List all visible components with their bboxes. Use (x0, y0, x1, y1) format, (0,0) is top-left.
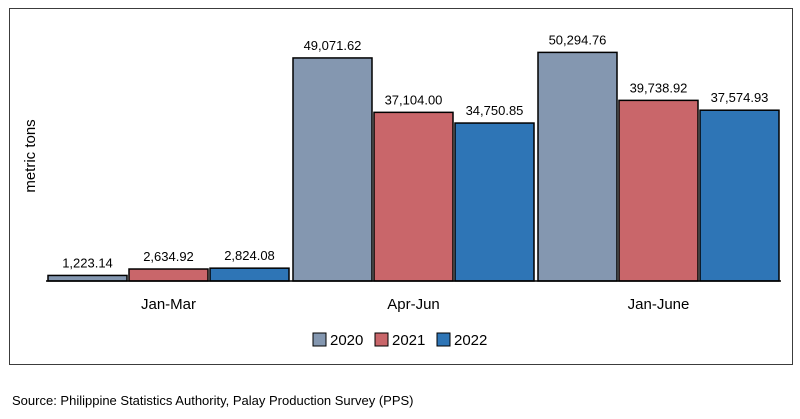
legend-label: 2022 (454, 332, 487, 349)
legend-label: 2020 (330, 332, 363, 349)
data-label: 39,738.92 (630, 80, 688, 95)
data-label: 49,071.62 (304, 38, 362, 53)
chart-frame: 1,223.14 2,634.92 2,824.08 Jan-Mar 49,071.62… (9, 8, 793, 365)
data-label: 2,634.92 (143, 249, 194, 264)
source-note: Source: Philippine Statistics Authority,… (12, 393, 414, 408)
bar-2021-Apr-Jun (373, 111, 454, 282)
bar-2020-Jan-Mar (47, 274, 128, 282)
data-label: 37,104.00 (385, 92, 443, 107)
legend-swatch-2021 (374, 332, 389, 347)
legend: 2020 2021 2022 (312, 332, 487, 349)
plot-area: 1,223.14 2,634.92 2,824.08 Jan-Mar 49,071.62… (46, 32, 781, 313)
data-label: 2,824.08 (224, 248, 275, 263)
data-label: 1,223.14 (62, 255, 113, 270)
bar-2020-Jan-June (537, 51, 618, 282)
bar-2022-Jan-June (699, 109, 780, 282)
bar-2021-Jan-June (618, 99, 699, 282)
x-tick-label: Jan-June (628, 296, 690, 313)
x-tick-label: Jan-Mar (141, 296, 196, 313)
bar-2022-Jan-Mar (209, 267, 290, 282)
legend-label: 2021 (392, 332, 425, 349)
legend-swatch-2020 (312, 332, 327, 347)
data-label: 34,750.85 (466, 103, 524, 118)
data-label: 37,574.93 (711, 90, 769, 105)
legend-swatch-2022 (436, 332, 451, 347)
bar-2020-Apr-Jun (292, 57, 373, 282)
y-axis-label: metric tons (22, 119, 39, 192)
bar-2021-Jan-Mar (128, 268, 209, 282)
bar-chart: 1,223.14 2,634.92 2,824.08 Jan-Mar 49,071.62… (22, 32, 781, 349)
bar-2022-Apr-Jun (454, 122, 535, 282)
x-tick-label: Apr-Jun (387, 296, 440, 313)
data-label: 50,294.76 (549, 32, 607, 47)
